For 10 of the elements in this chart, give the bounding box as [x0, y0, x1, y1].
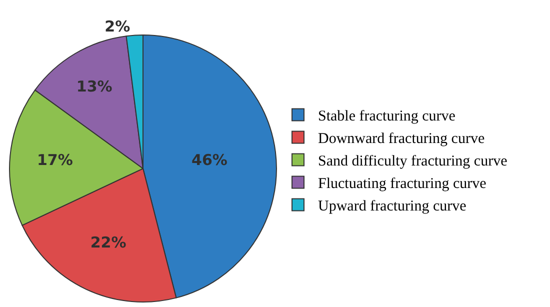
- legend-label: Upward fracturing curve: [318, 198, 467, 215]
- data-label: 46%: [192, 151, 228, 170]
- data-label: 22%: [90, 233, 126, 252]
- legend-label: Downward fracturing curve: [318, 131, 485, 148]
- data-label: 2%: [104, 17, 130, 36]
- legend-label: Sand difficulty fracturing curve: [318, 154, 508, 170]
- legend-label: Stable fracturing curve: [318, 108, 456, 125]
- data-label: 17%: [36, 151, 73, 170]
- data-label: 13%: [76, 77, 112, 96]
- legend-label: Fluctuating fracturing curve: [318, 176, 487, 192]
